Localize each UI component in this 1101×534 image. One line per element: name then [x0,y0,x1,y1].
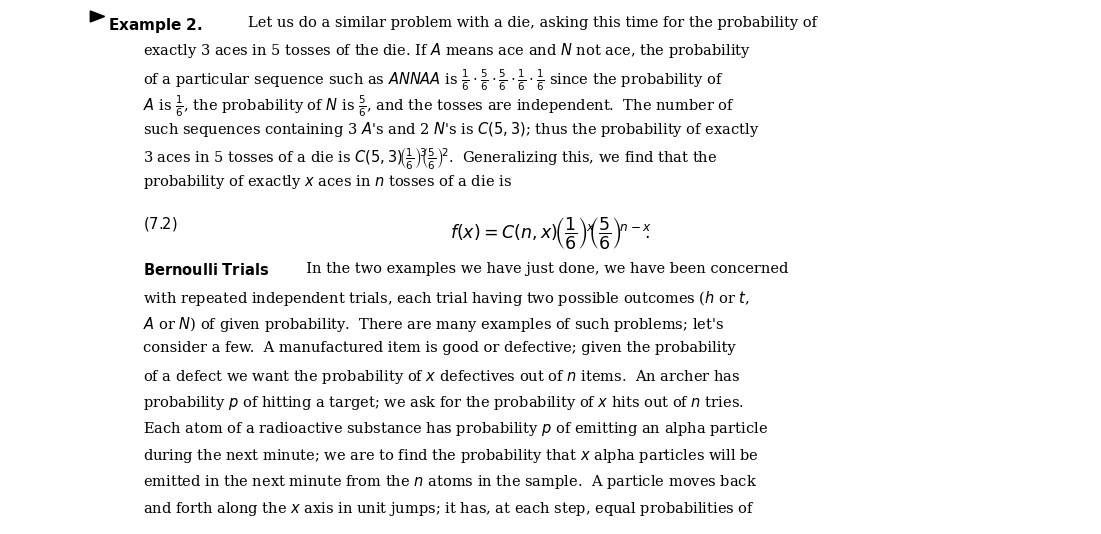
Text: $\mathbf{Bernoulli\ Trials}$: $\mathbf{Bernoulli\ Trials}$ [143,262,269,278]
Polygon shape [90,11,105,22]
Text: $A$ or $N$) of given probability.  There are many examples of such problems; let: $A$ or $N$) of given probability. There … [143,315,724,334]
Text: 3 aces in 5 tosses of a die is $C(5,3)\!\left(\frac{1}{6}\right)^{\!3}\!\!\left(: 3 aces in 5 tosses of a die is $C(5,3)\!… [143,146,718,172]
Text: consider a few.  A manufactured item is good or defective; given the probability: consider a few. A manufactured item is g… [143,341,735,356]
Text: In the two examples we have just done, we have been concerned: In the two examples we have just done, w… [297,262,788,277]
Text: during the next minute; we are to find the probability that $x$ alpha particles : during the next minute; we are to find t… [143,447,759,465]
Text: $\mathbf{Example\ 2.}$: $\mathbf{Example\ 2.}$ [108,17,203,35]
Text: $f(x) = C(n,x)\!\left(\dfrac{1}{6}\right)^{\!x}\!\!\left(\dfrac{5}{6}\right)^{\!: $f(x) = C(n,x)\!\left(\dfrac{1}{6}\right… [449,215,652,251]
Text: of a defect we want the probability of $x$ defectives out of $n$ items.  An arch: of a defect we want the probability of $… [143,368,741,386]
Text: and forth along the $x$ axis in unit jumps; it has, at each step, equal probabil: and forth along the $x$ axis in unit jum… [143,499,755,517]
Text: with repeated independent trials, each trial having two possible outcomes ($h$ o: with repeated independent trials, each t… [143,289,750,308]
Text: exactly 3 aces in 5 tosses of the die. If $A$ means ace and $N$ not ace, the pro: exactly 3 aces in 5 tosses of the die. I… [143,41,751,60]
Text: probability of exactly $x$ aces in $n$ tosses of a die is: probability of exactly $x$ aces in $n$ t… [143,173,512,191]
Text: such sequences containing 3 $A$'s and 2 $N$'s is $C(5,3)$; thus the probability : such sequences containing 3 $A$'s and 2 … [143,120,760,139]
Text: Let us do a similar problem with a die, asking this time for the probability of: Let us do a similar problem with a die, … [248,17,817,30]
Text: emitted in the next minute from the $n$ atoms in the sample.  A particle moves b: emitted in the next minute from the $n$ … [143,473,757,491]
Text: Each atom of a radioactive substance has probability $p$ of emitting an alpha pa: Each atom of a radioactive substance has… [143,420,768,438]
Text: $A$ is $\frac{1}{6}$, the probability of $N$ is $\frac{5}{6}$, and the tosses ar: $A$ is $\frac{1}{6}$, the probability of… [143,93,735,119]
Text: probability $p$ of hitting a target; we ask for the probability of $x$ hits out : probability $p$ of hitting a target; we … [143,394,744,412]
Text: of a particular sequence such as $ANNAA$ is $\frac{1}{6}\cdot\frac{5}{6}\cdot\fr: of a particular sequence such as $ANNAA$… [143,67,723,93]
Text: $(7.2)$: $(7.2)$ [143,215,177,233]
